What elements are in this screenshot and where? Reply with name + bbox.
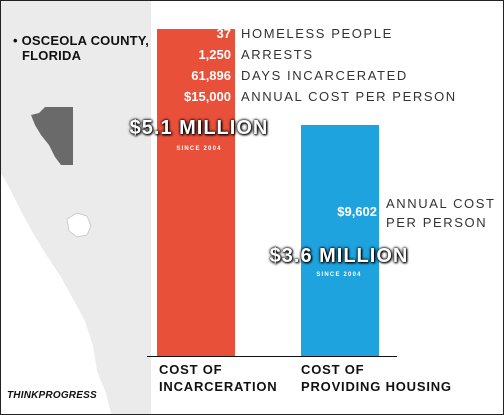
housing-total-label: $3.6 MILLION: [269, 245, 409, 267]
stat-value-days: 61,896: [191, 68, 231, 83]
housing-stat-label-line2: PER PERSON: [386, 215, 488, 230]
stat-label-homeless: HOMELESS PEOPLE: [241, 26, 393, 41]
category-label-incarceration-line2: INCARCERATION: [159, 379, 278, 394]
housing-stat-label-line1: ANNUAL COST: [386, 196, 496, 211]
housing-stat-value: $9,602: [337, 204, 377, 219]
category-label-incarceration-line1: COST OF: [159, 362, 223, 377]
location-label-line1: • OSCEOLA COUNTY,: [13, 33, 150, 48]
location-label-line2: FLORIDA: [22, 48, 82, 63]
osceola-county-shape: [31, 107, 73, 165]
stat-label-annual-cost: ANNUAL COST PER PERSON: [241, 89, 457, 104]
housing-since-label: SINCE 2004: [316, 272, 362, 278]
stat-value-annual-cost: $15,000: [184, 89, 231, 104]
incarceration-total-label: $5.1 MILLION: [129, 117, 269, 139]
category-label-housing-line2: PROVIDING HOUSING: [301, 379, 452, 394]
category-label-housing-line1: COST OF: [301, 362, 365, 377]
incarceration-since-label: SINCE 2004: [176, 146, 222, 152]
stat-value-arrests: 1,250: [198, 47, 231, 62]
lake-okeechobee-shape: [66, 212, 92, 238]
bar-incarceration: [157, 29, 235, 356]
florida-peninsula-shape: [1, 1, 151, 414]
x-axis-line: [147, 356, 397, 357]
bar-housing: [301, 125, 379, 356]
stat-label-days: DAYS INCARCERATED: [241, 68, 408, 83]
brand-logo-text: THINKPROGRESS: [7, 390, 97, 401]
stat-label-arrests: ARRESTS: [241, 47, 314, 62]
stat-value-homeless: 37: [216, 26, 231, 41]
